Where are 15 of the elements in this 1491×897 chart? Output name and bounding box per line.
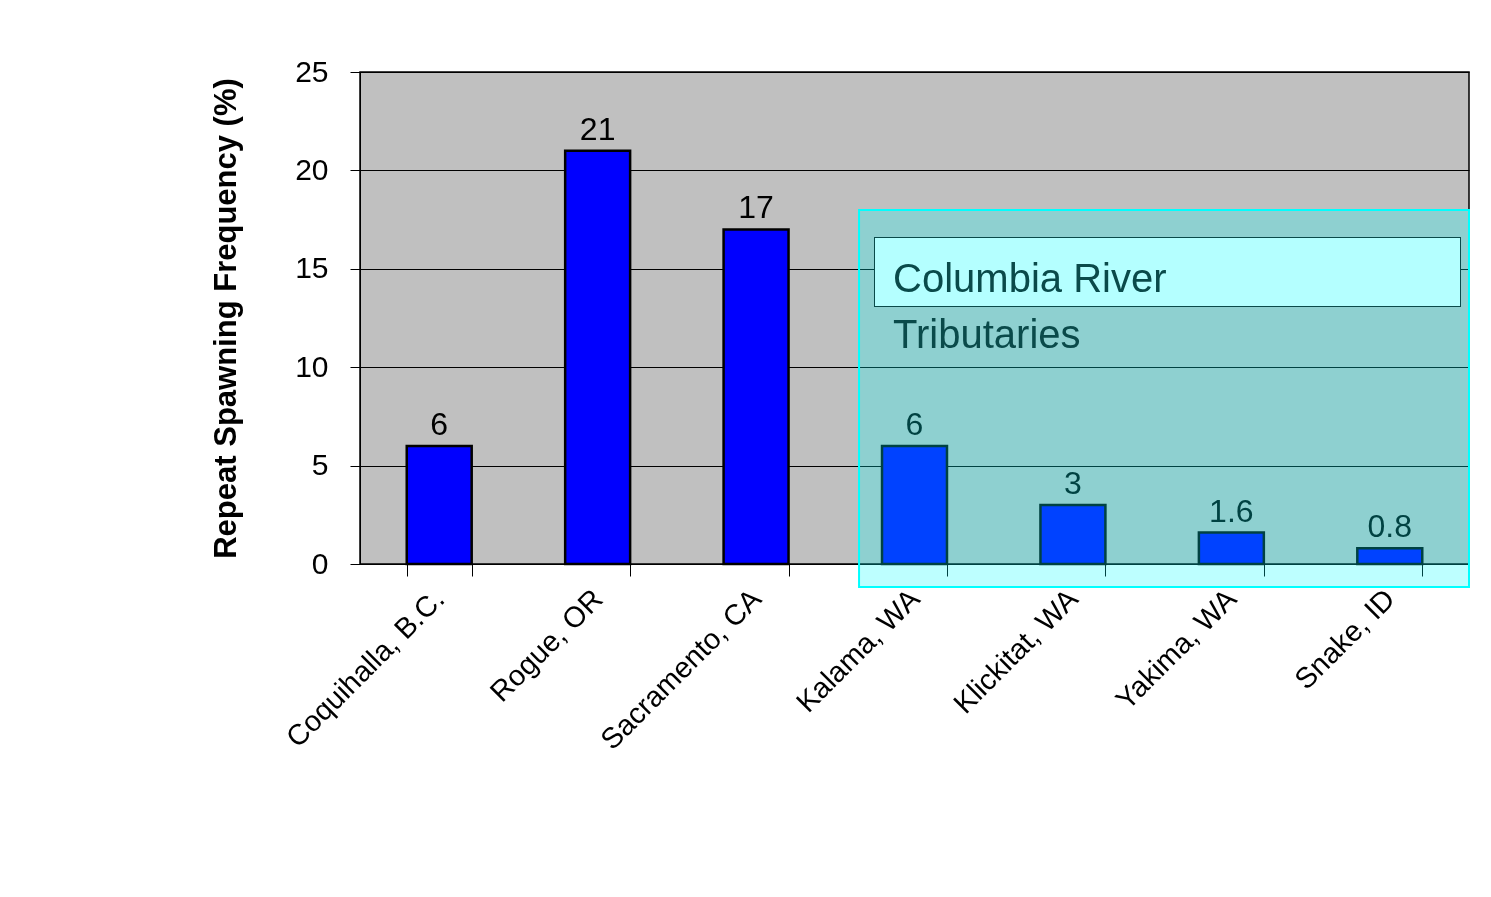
y-tick-label: 10 <box>295 349 329 383</box>
data-label: 17 <box>738 189 774 226</box>
y-tick-label: 20 <box>295 152 329 186</box>
y-tick-label: 0 <box>311 546 329 580</box>
data-label: 21 <box>579 110 616 147</box>
y-tick-label: 25 <box>295 54 329 88</box>
data-label: 1.6 <box>1209 492 1254 529</box>
y-axis-title: Repeat Spawning Frequency (%) <box>208 78 244 559</box>
y-tick-label: 5 <box>311 448 329 482</box>
y-tick-label: 15 <box>295 251 329 285</box>
band-label: Columbia River Tributaries <box>893 255 1167 358</box>
data-label: 6 <box>430 405 449 442</box>
data-label: 0.8 <box>1367 508 1413 545</box>
data-label: 3 <box>1064 464 1082 501</box>
data-label: 6 <box>905 405 924 442</box>
